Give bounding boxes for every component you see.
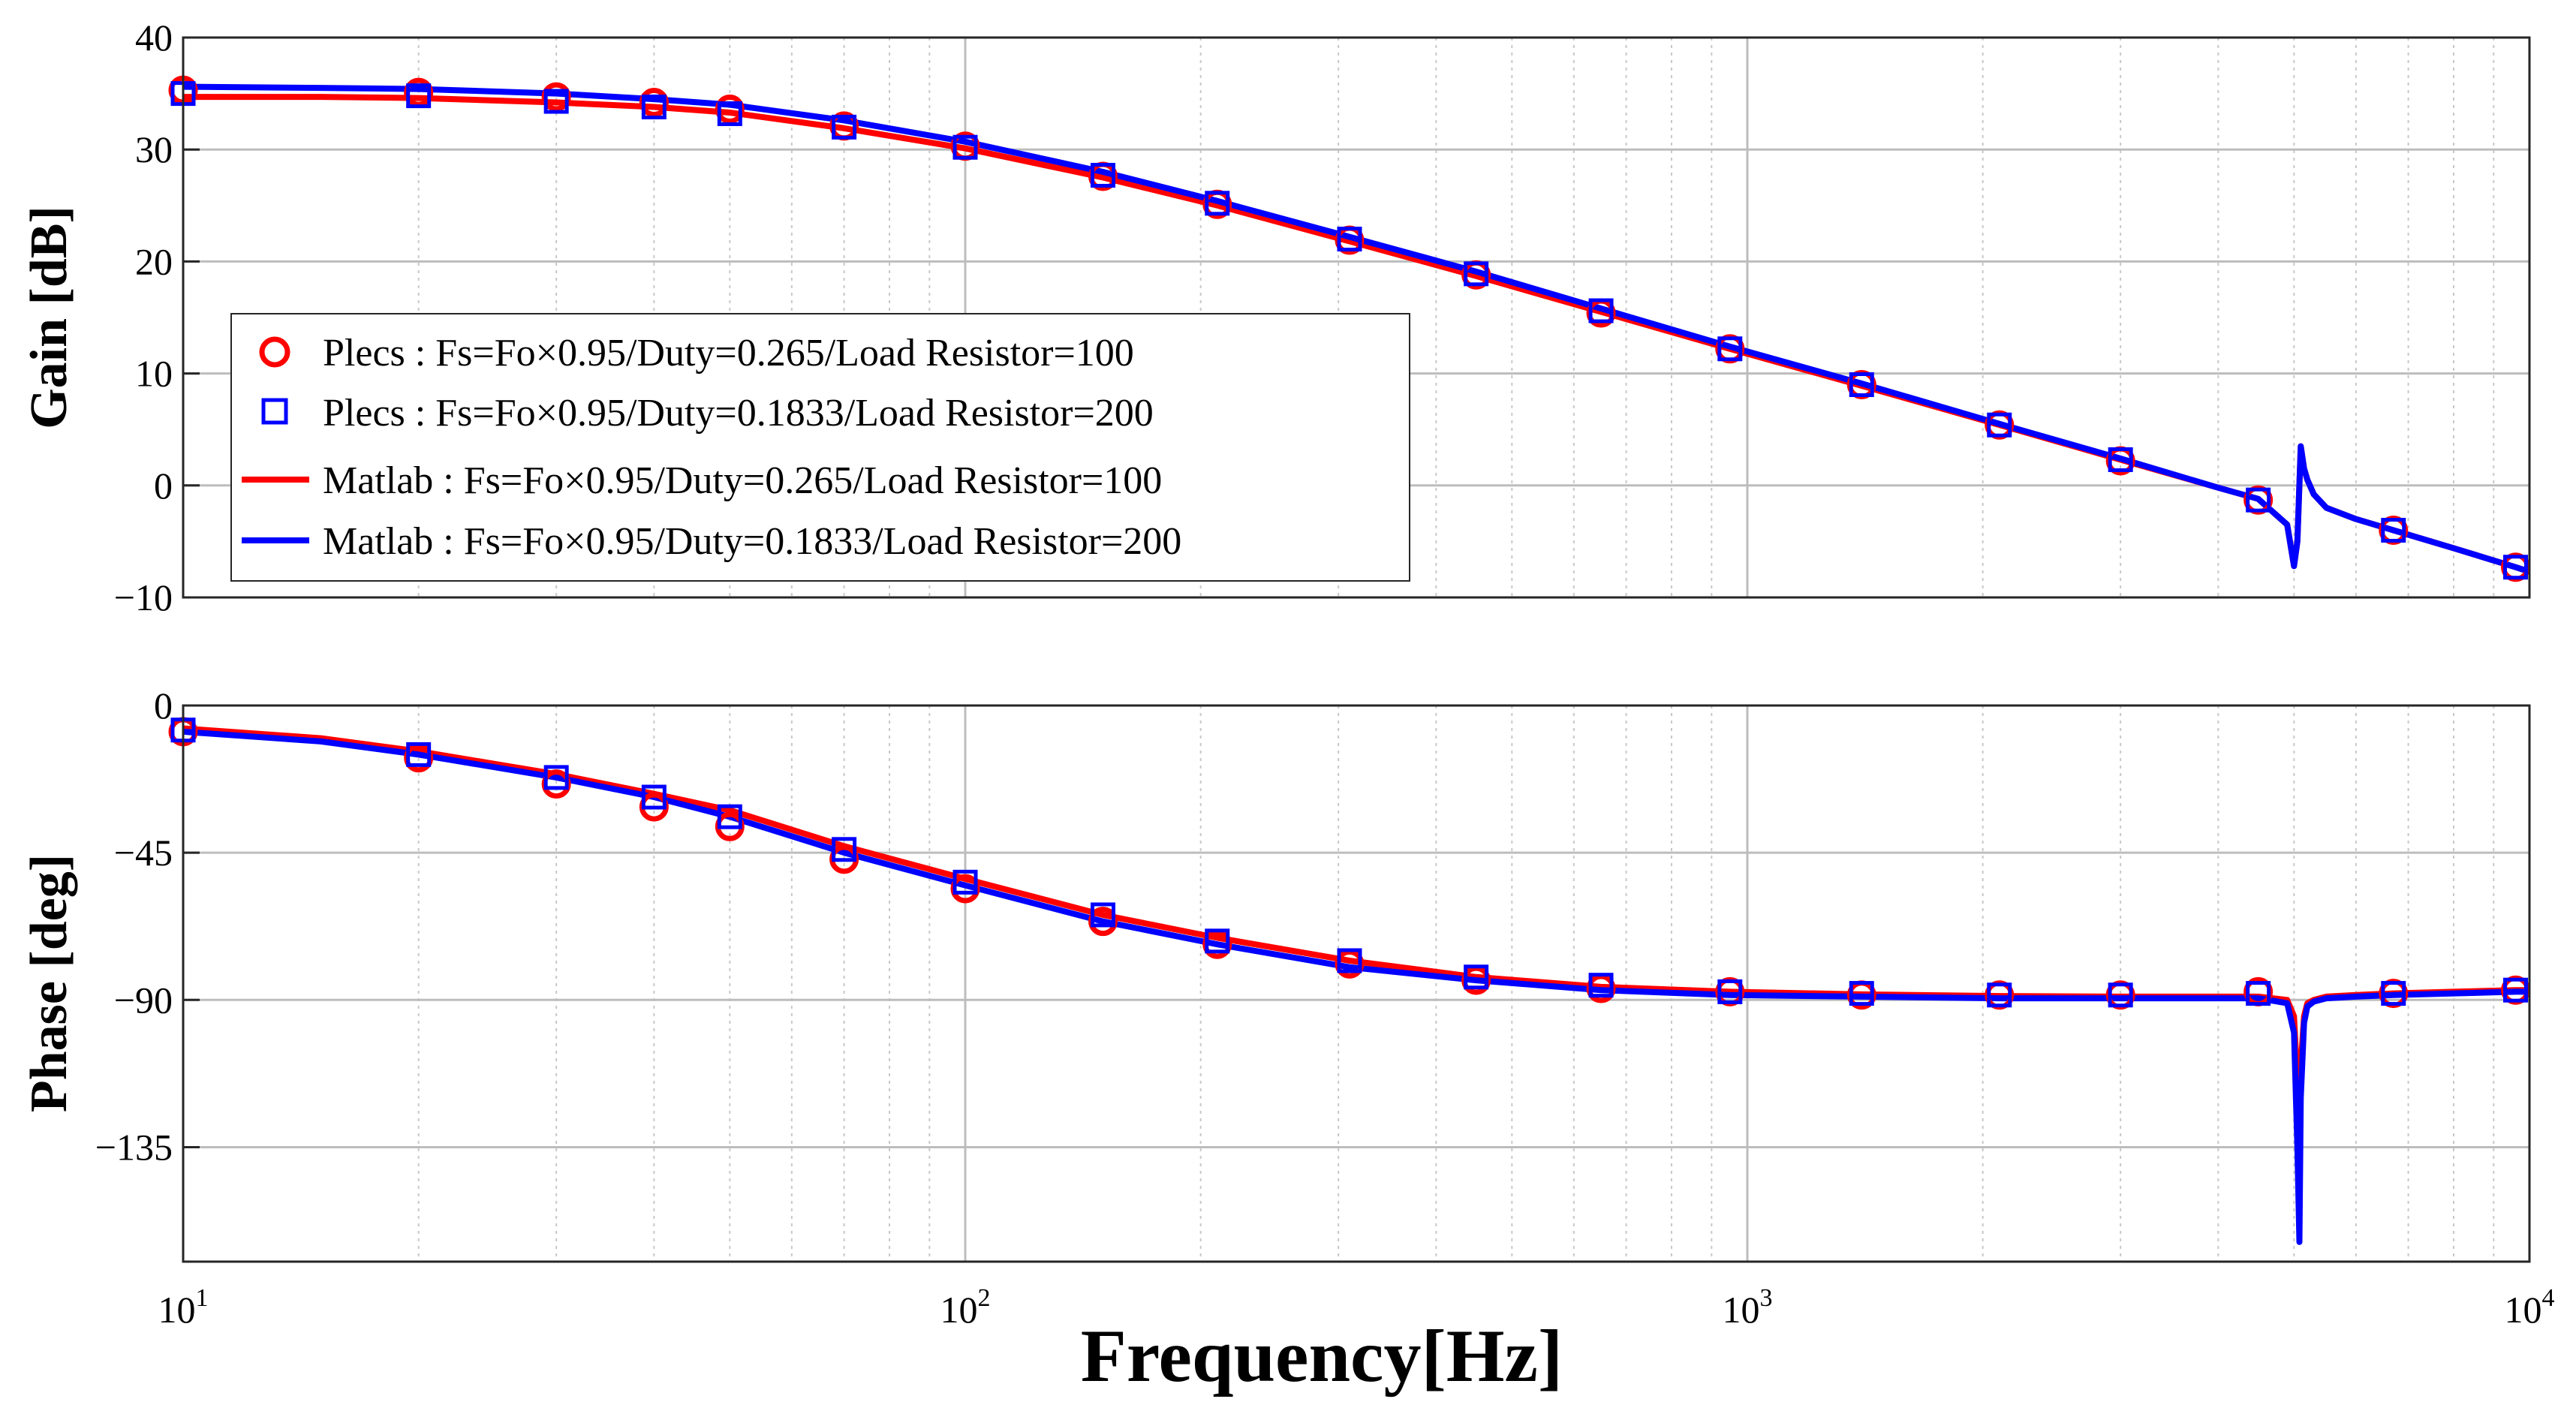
legend-entry-plecs-100: Plecs : Fs=Fo×0.95/Duty=0.265/Load Resis… xyxy=(259,332,1134,375)
plecs-square-marker xyxy=(717,804,742,829)
x-tick-label: 101 xyxy=(158,1284,209,1331)
gain-ylabel: Gain [dB] xyxy=(20,206,78,429)
gain-markers xyxy=(168,75,2531,582)
plecs-square-marker xyxy=(1849,981,1874,1006)
plecs-square-marker xyxy=(2246,487,2271,513)
plecs-square-marker xyxy=(2246,981,2271,1006)
plecs-square-marker xyxy=(1987,982,2012,1008)
plecs-square-marker xyxy=(543,765,569,790)
legend-label-matlab-100: Matlab : Fs=Fo×0.95/Duty=0.265/Load Resi… xyxy=(323,459,1162,502)
phase-y-ticks: 0 −45 −90 −135 xyxy=(95,684,200,1168)
plecs-square-marker xyxy=(2108,982,2133,1008)
legend-label-plecs-200: Plecs : Fs=Fo×0.95/Duty=0.1833/Load Resi… xyxy=(323,392,1154,435)
plecs-square-marker xyxy=(1337,948,1362,973)
y-tick-label: 0 xyxy=(154,684,173,727)
phase-ylabel: Phase [deg] xyxy=(20,854,78,1112)
plecs-square-marker xyxy=(2503,555,2529,580)
x-tick-exponent: 1 xyxy=(196,1284,209,1312)
x-tick-label: 103 xyxy=(1723,1284,1773,1331)
legend-entry-matlab-200: Matlab : Fs=Fo×0.95/Duty=0.1833/Load Res… xyxy=(242,520,1181,563)
plecs-square-marker xyxy=(1464,964,1489,990)
plecs-square-marker xyxy=(1717,336,1743,362)
plecs-square-marker xyxy=(406,742,432,767)
matlab-line-blue xyxy=(183,83,2529,575)
legend-label-matlab-200: Matlab : Fs=Fo×0.95/Duty=0.1833/Load Res… xyxy=(323,520,1181,563)
plecs-square-marker xyxy=(1090,902,1115,928)
x-tick-exponent: 3 xyxy=(1760,1284,1773,1312)
phase-series xyxy=(183,725,2529,1245)
plecs-square-marker xyxy=(641,784,667,810)
y-tick-label: 40 xyxy=(135,17,173,59)
x-tick-labels: 101 102 103 104 xyxy=(158,1284,2555,1331)
y-tick-label: −90 xyxy=(114,979,173,1021)
x-tick-base: 10 xyxy=(1723,1289,1760,1331)
legend-circle-marker xyxy=(259,336,290,368)
plecs-square-marker xyxy=(1090,163,1115,188)
y-tick-label: −135 xyxy=(95,1126,173,1168)
legend-entry-plecs-200: Plecs : Fs=Fo×0.95/Duty=0.1833/Load Resi… xyxy=(261,392,1154,435)
legend-box xyxy=(230,313,1410,582)
plecs-square-marker xyxy=(832,837,857,862)
phase-axes-frame xyxy=(182,704,2531,1263)
plecs-square-marker xyxy=(1205,191,1230,216)
x-tick-base: 10 xyxy=(2505,1289,2542,1331)
plecs-square-marker xyxy=(1987,412,2012,438)
legend-label-plecs-100: Plecs : Fs=Fo×0.95/Duty=0.265/Load Resis… xyxy=(323,332,1134,375)
legend-entry-matlab-100: Matlab : Fs=Fo×0.95/Duty=0.265/Load Resi… xyxy=(242,459,1162,502)
plecs-square-marker xyxy=(543,89,569,114)
matlab-line-blue xyxy=(183,728,2529,1245)
plecs-square-marker xyxy=(2381,517,2406,543)
y-tick-label: 10 xyxy=(135,353,173,395)
x-tick-exponent: 4 xyxy=(2542,1284,2555,1312)
y-tick-label: −45 xyxy=(114,832,173,874)
x-tick-exponent: 2 xyxy=(978,1284,991,1312)
phase-plot-area xyxy=(183,705,2529,1262)
y-tick-label: 30 xyxy=(135,128,173,170)
x-tick-label: 104 xyxy=(2505,1284,2555,1331)
plecs-square-marker xyxy=(1588,973,1614,998)
gain-series xyxy=(183,83,2529,575)
plecs-square-marker xyxy=(1205,928,1230,954)
x-tick-base: 10 xyxy=(940,1289,978,1331)
x-tick-label: 102 xyxy=(940,1284,991,1331)
plecs-square-marker xyxy=(952,134,978,160)
y-tick-label: 0 xyxy=(154,465,173,507)
plecs-square-marker xyxy=(1588,298,1614,323)
legend: Plecs : Fs=Fo×0.95/Duty=0.265/Load Resis… xyxy=(230,313,1410,582)
plecs-square-marker xyxy=(1717,979,1743,1004)
gain-y-ticks: −10 0 10 20 30 40 xyxy=(114,17,200,618)
plecs-square-marker xyxy=(1849,372,1874,398)
x-axis-label: Frequency[Hz] xyxy=(1081,1314,1563,1397)
phase-panel: 0 −45 −90 −135 Phase [deg] xyxy=(20,684,2531,1263)
plecs-square-marker xyxy=(2108,447,2133,472)
plecs-square-marker xyxy=(717,101,742,126)
plecs-square-marker xyxy=(832,114,857,140)
y-tick-label: 20 xyxy=(135,240,173,282)
gain-axes-frame xyxy=(182,36,2531,599)
plecs-square-marker xyxy=(406,83,432,109)
y-tick-label: −10 xyxy=(114,576,173,618)
x-tick-base: 10 xyxy=(158,1289,196,1331)
plecs-square-marker xyxy=(2503,977,2529,1003)
plecs-square-marker xyxy=(641,95,667,120)
phase-markers xyxy=(168,717,2531,1010)
plecs-square-marker xyxy=(1464,261,1489,287)
legend-square-marker xyxy=(261,398,288,425)
plecs-square-marker xyxy=(2381,981,2406,1006)
plecs-square-marker xyxy=(1337,227,1362,252)
plecs-square-marker xyxy=(952,869,978,895)
